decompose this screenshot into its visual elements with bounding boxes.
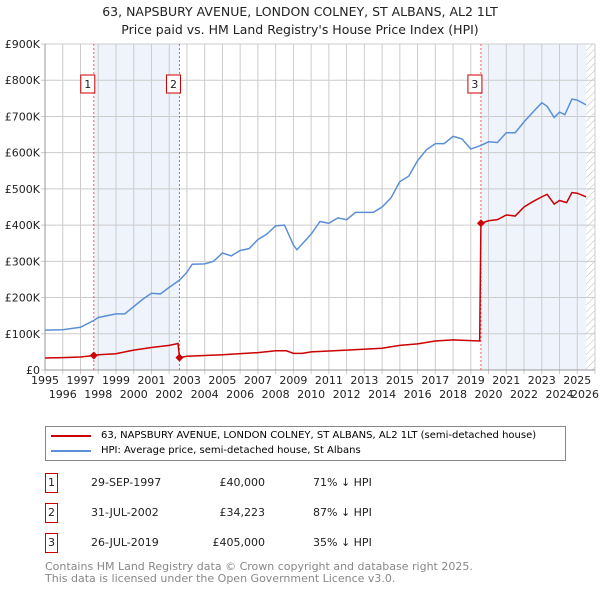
sale-marker-label: 2 bbox=[170, 78, 177, 91]
x-tick-label: 2011 bbox=[315, 374, 343, 387]
x-tick-label: 2020 bbox=[475, 388, 503, 401]
y-tick-label: £600K bbox=[5, 147, 41, 160]
legend-property-swatch bbox=[51, 434, 91, 437]
price-chart: 1995199619971998199920002001200220032004… bbox=[5, 38, 599, 401]
sale-price: £405,000 bbox=[212, 536, 266, 549]
sale-row: 1 29-SEP-1997 £40,000 71% ↓ HPI bbox=[45, 473, 445, 495]
x-tick-label: 2024 bbox=[546, 388, 574, 401]
y-tick-label: £900K bbox=[5, 38, 41, 51]
sale-marker-label: 3 bbox=[471, 78, 478, 91]
sale-point bbox=[89, 351, 98, 360]
x-tick-label: 2004 bbox=[191, 388, 219, 401]
x-tick-label: 1999 bbox=[102, 374, 130, 387]
x-tick-label: 2006 bbox=[226, 388, 254, 401]
x-tick-label: 2026 bbox=[571, 388, 599, 401]
footer-line-2: This data is licensed under the Open Gov… bbox=[45, 572, 396, 585]
x-tick-label: 2000 bbox=[120, 388, 148, 401]
x-tick-label: 2001 bbox=[137, 374, 165, 387]
sale-price: £34,223 bbox=[219, 506, 266, 519]
x-tick-label: 2010 bbox=[297, 388, 325, 401]
x-tick-label: 1996 bbox=[49, 388, 77, 401]
sale-number-badge: 1 bbox=[45, 473, 58, 493]
x-tick-label: 1998 bbox=[84, 388, 112, 401]
sale-date: 29-SEP-1997 bbox=[91, 476, 162, 489]
y-tick-label: £800K bbox=[5, 74, 41, 87]
x-tick-label: 2012 bbox=[333, 388, 361, 401]
x-tick-label: 2019 bbox=[457, 374, 485, 387]
x-tick-label: 2002 bbox=[155, 388, 183, 401]
x-tick-label: 2017 bbox=[421, 374, 449, 387]
x-tick-label: 1995 bbox=[31, 374, 59, 387]
legend-hpi-swatch bbox=[51, 449, 91, 452]
sale-date: 26-JUL-2019 bbox=[91, 536, 159, 549]
y-tick-label: £300K bbox=[5, 255, 41, 268]
x-tick-label: 2009 bbox=[279, 374, 307, 387]
sale-date: 31-JUL-2002 bbox=[91, 506, 159, 519]
sale-price: £40,000 bbox=[219, 476, 266, 489]
y-tick-label: £100K bbox=[5, 328, 41, 341]
x-tick-label: 2003 bbox=[173, 374, 201, 387]
sale-hpi-diff: 35% ↓ HPI bbox=[313, 536, 372, 549]
x-tick-label: 2015 bbox=[386, 374, 414, 387]
legend-property-label: 63, NAPSBURY AVENUE, LONDON COLNEY, ST A… bbox=[101, 430, 537, 441]
x-tick-label: 2022 bbox=[510, 388, 538, 401]
x-tick-label: 2005 bbox=[208, 374, 236, 387]
forecast-hatch bbox=[586, 44, 595, 370]
sale-marker-box bbox=[80, 74, 96, 94]
sale-point bbox=[476, 219, 485, 228]
legend: 63, NAPSBURY AVENUE, LONDON COLNEY, ST A… bbox=[45, 426, 566, 461]
sale-number-badge: 3 bbox=[45, 533, 58, 553]
x-tick-label: 2021 bbox=[492, 374, 520, 387]
y-tick-label: £0 bbox=[26, 364, 40, 377]
sale-hpi-diff: 71% ↓ HPI bbox=[313, 476, 372, 489]
sale-number-badge: 2 bbox=[45, 503, 58, 523]
series-line bbox=[44, 191, 587, 359]
y-tick-label: £700K bbox=[5, 110, 41, 123]
x-tick-label: 2007 bbox=[244, 374, 272, 387]
sale-marker-label: 1 bbox=[84, 78, 91, 91]
chart-subtitle: Price paid vs. HM Land Registry's House … bbox=[121, 22, 479, 37]
x-tick-label: 2018 bbox=[439, 388, 467, 401]
x-tick-label: 2008 bbox=[262, 388, 290, 401]
chart-title: 63, NAPSBURY AVENUE, LONDON COLNEY, ST A… bbox=[102, 4, 498, 19]
x-tick-label: 2023 bbox=[528, 374, 556, 387]
footer-line-1: Contains HM Land Registry data © Crown c… bbox=[45, 560, 473, 573]
y-tick-label: £200K bbox=[5, 292, 41, 305]
y-tick-label: £400K bbox=[5, 219, 41, 232]
sale-marker-box bbox=[165, 74, 181, 94]
x-tick-label: 2013 bbox=[350, 374, 378, 387]
legend-hpi-label: HPI: Average price, semi-detached house,… bbox=[101, 445, 361, 456]
shaded-region bbox=[480, 44, 587, 370]
x-tick-label: 2025 bbox=[563, 374, 591, 387]
x-tick-label: 2014 bbox=[368, 388, 396, 401]
sale-marker-box bbox=[467, 74, 483, 94]
sale-hpi-diff: 87% ↓ HPI bbox=[313, 506, 372, 519]
sale-row: 2 31-JUL-2002 £34,223 87% ↓ HPI bbox=[45, 503, 445, 525]
x-tick-label: 1997 bbox=[66, 374, 94, 387]
x-tick-label: 2016 bbox=[404, 388, 432, 401]
sale-point bbox=[175, 353, 184, 362]
series-line bbox=[44, 98, 587, 331]
sale-row: 3 26-JUL-2019 £405,000 35% ↓ HPI bbox=[45, 533, 445, 555]
y-tick-label: £500K bbox=[5, 183, 41, 196]
